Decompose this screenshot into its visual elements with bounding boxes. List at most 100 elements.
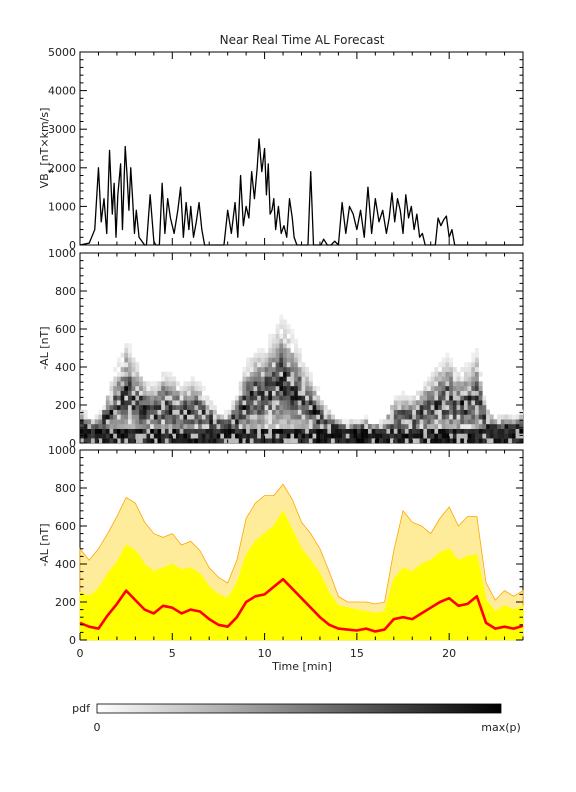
heatmap-cell <box>334 433 339 439</box>
heatmap-cell <box>438 400 442 406</box>
heatmap-cell <box>102 433 107 439</box>
heatmap-cell <box>294 424 299 429</box>
heatmap-cell <box>175 433 180 439</box>
heatmap-cell <box>271 357 276 363</box>
heatmap-cell <box>475 381 479 387</box>
y-tick-label: 800 <box>55 482 76 495</box>
heatmap-cell <box>434 376 439 382</box>
heatmap-cell <box>246 381 251 387</box>
heatmap-cell <box>124 433 129 439</box>
heatmap-cell <box>408 419 413 425</box>
heatmap-cell <box>290 386 295 391</box>
heatmap-cell <box>500 438 505 444</box>
heatmap-cell <box>427 376 431 382</box>
heatmap-cell <box>205 395 210 401</box>
heatmap-cell <box>209 409 214 415</box>
heatmap-cell <box>242 395 247 401</box>
heatmap-cell <box>183 390 188 396</box>
heatmap-cell <box>460 433 465 439</box>
heatmap-cell <box>463 433 468 439</box>
heatmap-cell <box>198 419 203 425</box>
heatmap-cell <box>124 367 129 372</box>
heatmap-cell <box>445 428 450 434</box>
heatmap-cell <box>390 409 394 415</box>
heatmap-cell <box>390 419 394 425</box>
heatmap-cell <box>519 428 524 434</box>
heatmap-cell <box>190 390 195 396</box>
heatmap-cell <box>493 438 498 444</box>
heatmap-cell <box>475 438 479 444</box>
heatmap-cell <box>235 438 239 444</box>
heatmap-cell <box>201 433 206 439</box>
heatmap-cell <box>268 400 273 406</box>
heatmap-cell <box>105 428 110 434</box>
heatmap-cell <box>279 390 284 396</box>
heatmap-cell <box>301 362 306 368</box>
heatmap-cell <box>209 424 214 429</box>
heatmap-cell <box>415 433 420 439</box>
heatmap-cell <box>434 419 439 425</box>
heatmap-cell <box>83 424 88 429</box>
heatmap-cell <box>271 414 276 420</box>
heatmap-cell <box>294 343 299 349</box>
heatmap-cell <box>401 390 406 396</box>
heatmap-cell <box>271 376 276 382</box>
heatmap-cell <box>194 438 199 444</box>
heatmap-cell <box>142 405 147 410</box>
heatmap-cell <box>367 438 372 444</box>
heatmap-cell <box>268 433 273 439</box>
heatmap-cell <box>127 348 132 353</box>
heatmap-cell <box>131 381 136 387</box>
heatmap-cell <box>201 386 206 391</box>
heatmap-cell <box>305 424 310 429</box>
heatmap-cell <box>142 424 147 429</box>
heatmap-cell <box>109 381 114 387</box>
heatmap-cell <box>441 395 446 401</box>
heatmap-cell <box>294 371 299 377</box>
heatmap-cell <box>168 433 173 439</box>
heatmap-cell <box>323 438 328 444</box>
heatmap-cell <box>105 400 110 406</box>
heatmap-cell <box>127 381 132 387</box>
heatmap-cell <box>168 424 173 429</box>
heatmap-cell <box>124 371 129 377</box>
heatmap-cell <box>438 405 442 410</box>
heatmap-cell <box>201 438 206 444</box>
heatmap-cell <box>257 352 262 358</box>
heatmap-cell <box>279 314 284 320</box>
heatmap-cell <box>312 386 317 391</box>
heatmap-cell <box>508 419 513 425</box>
heatmap-cell <box>139 433 143 439</box>
heatmap-cell <box>238 390 243 396</box>
heatmap-cell <box>257 419 262 425</box>
heatmap-cell <box>312 405 317 410</box>
heatmap-cell <box>290 400 295 406</box>
heatmap-cell <box>449 357 454 363</box>
heatmap-cell <box>231 414 236 420</box>
heatmap-cell <box>150 428 155 434</box>
heatmap-cell <box>116 357 121 363</box>
vbs-y-axis-label: VBs [nT×km/s] <box>38 108 55 189</box>
heatmap-cell <box>331 438 335 444</box>
heatmap-cell <box>427 386 431 391</box>
heatmap-cell <box>449 381 454 387</box>
heatmap-cell <box>257 390 262 396</box>
heatmap-cell <box>168 409 173 415</box>
heatmap-cell <box>238 405 243 410</box>
heatmap-cell <box>386 424 391 429</box>
y-tick-label: 3000 <box>48 123 76 136</box>
heatmap-cell <box>131 424 136 429</box>
heatmap-cell <box>334 424 339 429</box>
heatmap-cell <box>238 386 243 391</box>
heatmap-cell <box>364 424 369 429</box>
heatmap-cell <box>205 419 210 425</box>
heatmap-cell <box>157 438 162 444</box>
heatmap-cell <box>235 400 239 406</box>
heatmap-cell <box>146 405 151 410</box>
heatmap-cell <box>294 357 299 363</box>
heatmap-cell <box>467 433 472 439</box>
y-tick-label: 200 <box>55 399 76 412</box>
heatmap-cell <box>105 419 110 425</box>
heatmap-cell <box>172 433 177 439</box>
heatmap-cell <box>139 419 143 425</box>
